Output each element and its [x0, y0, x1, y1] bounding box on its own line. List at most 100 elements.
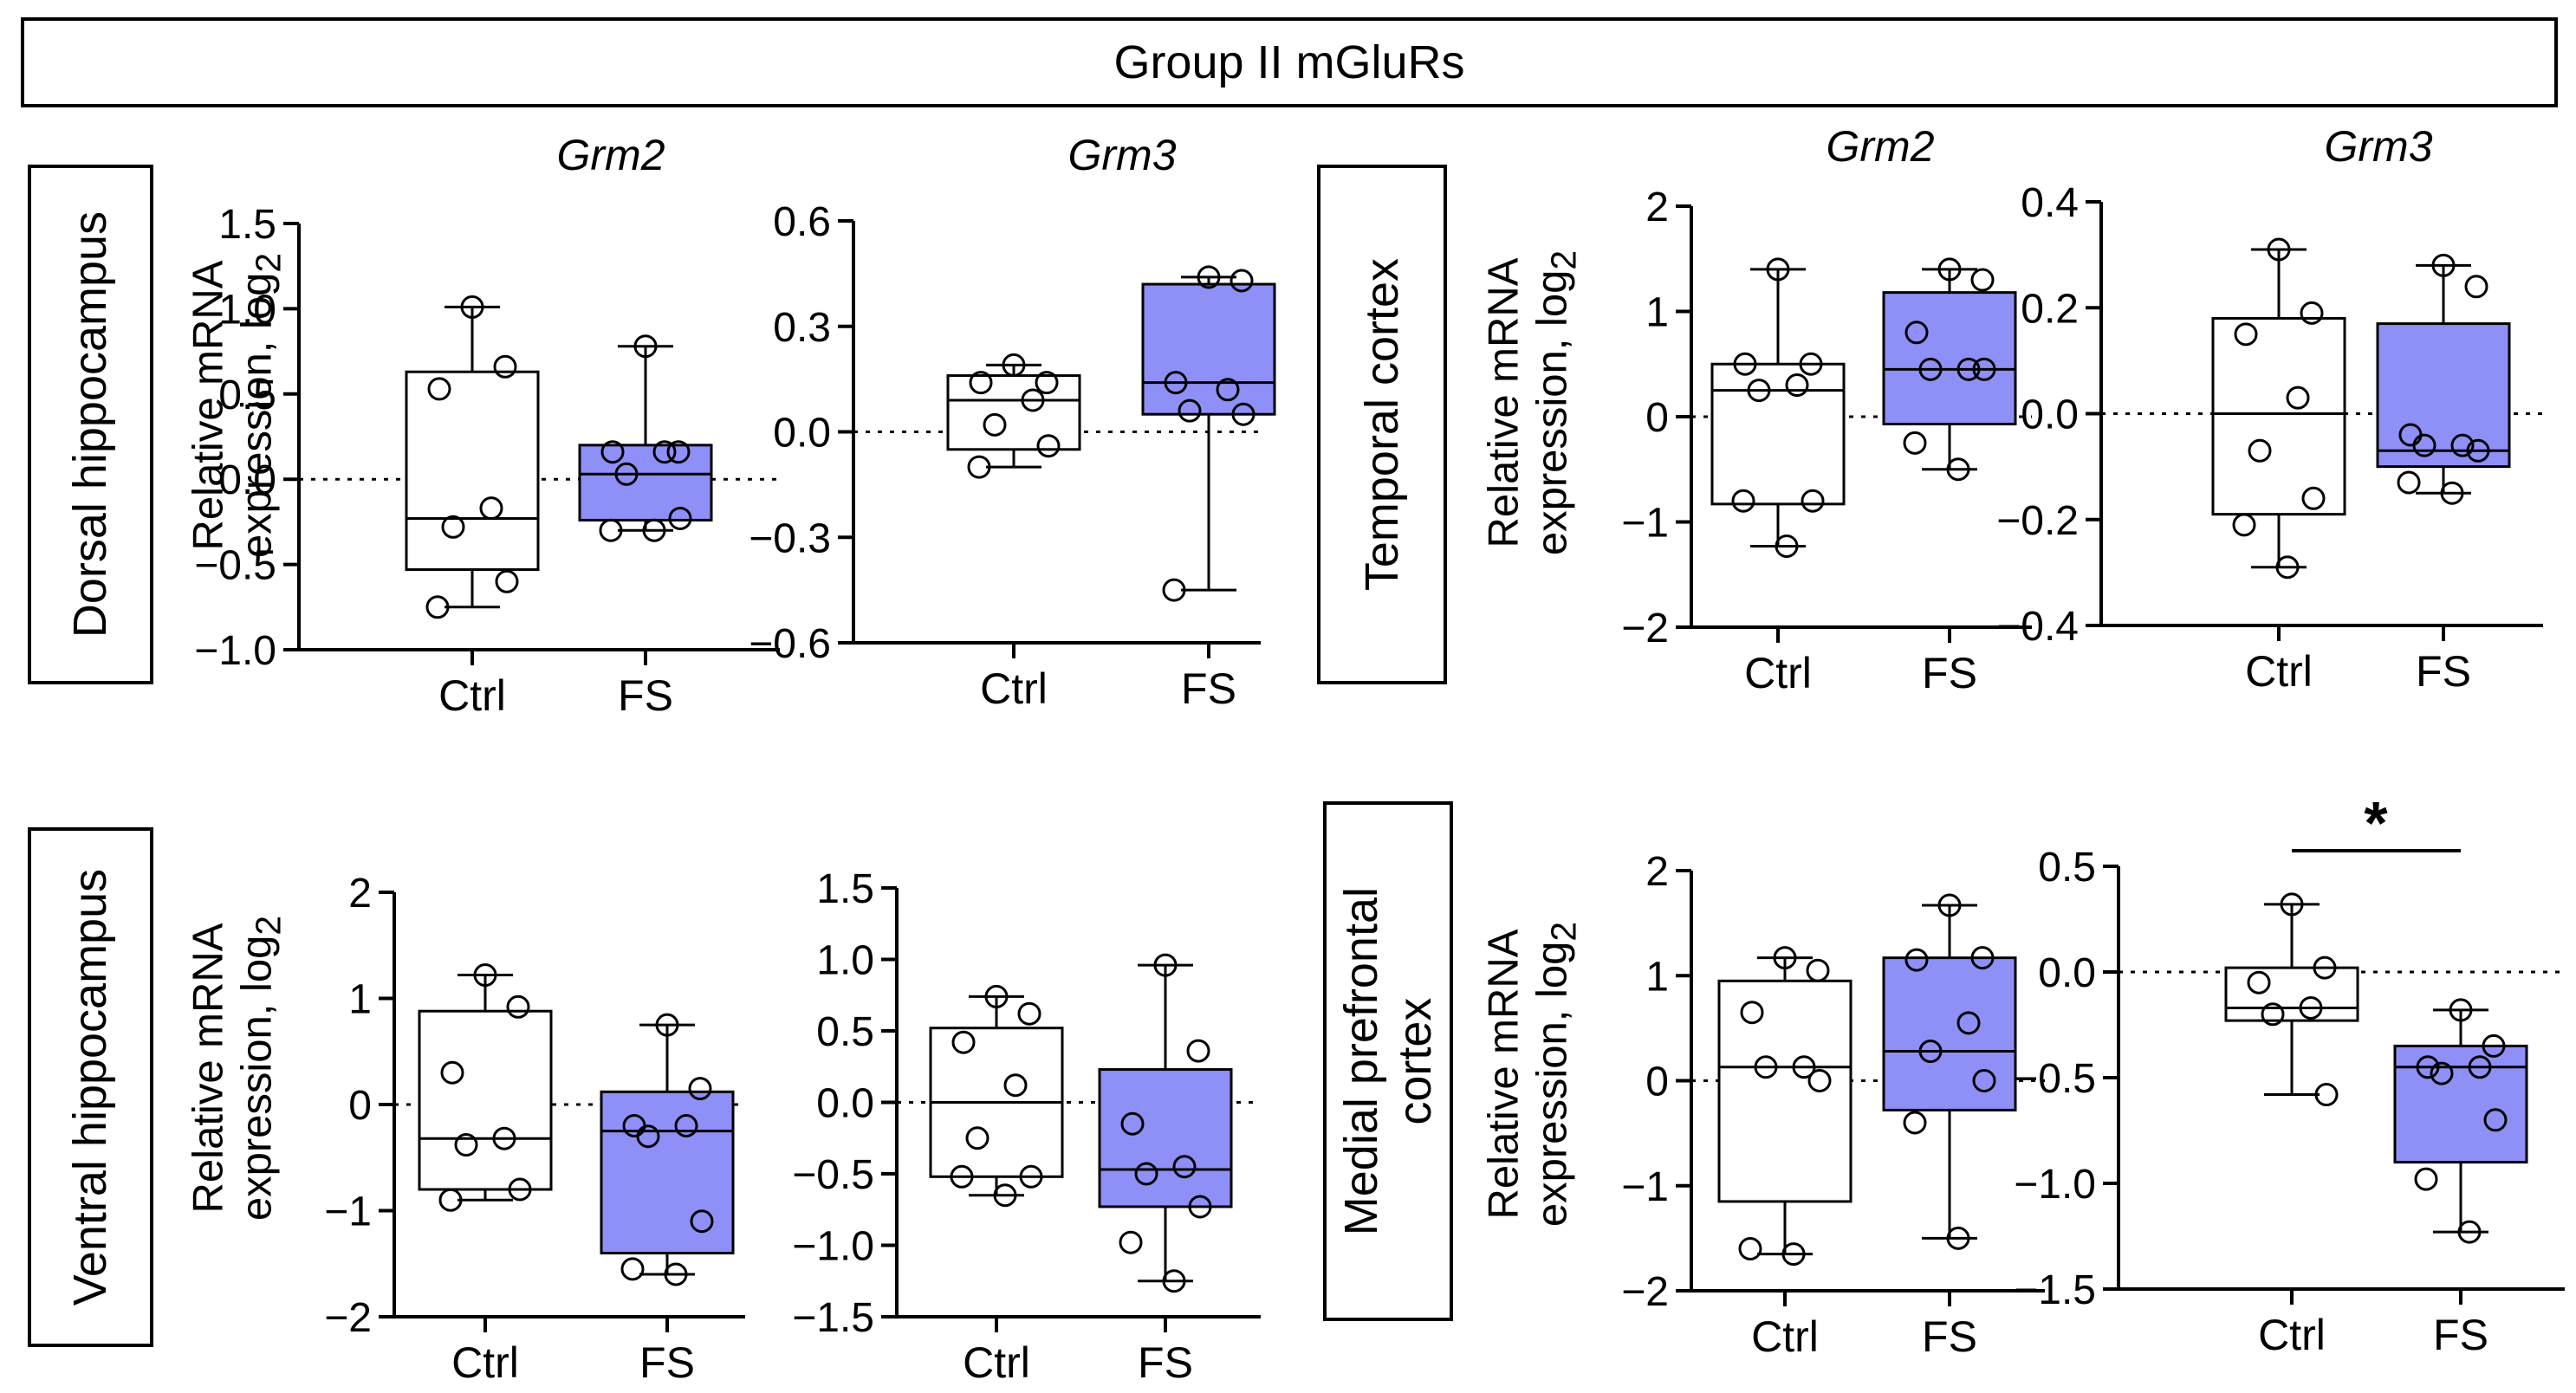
panel-4-y-tick-label: 0.2 — [2021, 286, 2079, 332]
panel-1-ctrl-point — [460, 295, 484, 319]
panel-7-ctrl-point — [1807, 1069, 1832, 1092]
panel-4-ctrl-point — [2301, 486, 2326, 510]
panel-3-y-tick-label: −2 — [1621, 606, 1669, 651]
panel-3-fs-point — [1903, 431, 1927, 455]
panel-8-fs-point — [2414, 1167, 2438, 1191]
panel-7-fs-point — [1904, 948, 1929, 972]
panel-1-y-tick-label: 1.0 — [218, 287, 276, 333]
panel-5-ctrl-point — [492, 1126, 516, 1150]
panel-7-ctrl-point — [1806, 958, 1830, 982]
panel-7-y-tick-label: −1 — [1621, 1164, 1669, 1210]
panel-5-x-tick-label: FS — [639, 1338, 695, 1387]
panel-5-x-tick-label: Ctrl — [451, 1338, 519, 1387]
panel-8-fs-point — [2449, 998, 2473, 1022]
panel-2-fs-point — [1231, 402, 1256, 426]
panel-8-fs-point — [2482, 1033, 2506, 1058]
panel-7-fs-point — [1956, 1011, 1981, 1035]
panel-2-fs-point — [1178, 398, 1202, 423]
panel-5-y-tick-label: 1 — [348, 977, 372, 1023]
panel-4-x-tick-label: FS — [2416, 647, 2471, 696]
panel-2-ctrl-point — [1036, 434, 1061, 458]
panel-4-ctrl-point — [2248, 438, 2272, 463]
panel-5-ctrl-box — [418, 1009, 553, 1191]
panel-3-ctrl-point — [1785, 373, 1809, 398]
panel-4-y-tick-label: −0.4 — [1996, 604, 2079, 650]
panel-2-fs-box — [1141, 282, 1276, 416]
panel-5-ctrl-point — [473, 963, 497, 988]
panel-1-fs-point — [666, 440, 691, 464]
panel-6-ctrl-point — [1003, 1073, 1028, 1098]
panel-7-ctrl-point — [1773, 946, 1797, 970]
panel-7-ctrl-point — [1792, 1055, 1816, 1079]
panel-4-y-tick-label: −0.2 — [1996, 498, 2079, 544]
panel-4-fs-point — [2440, 481, 2464, 505]
panel-5-fs-point — [636, 1124, 660, 1149]
panel-3-ctrl-point — [1799, 352, 1823, 376]
panel-3-y-tick-label: −1 — [1621, 501, 1669, 547]
panel-8-y-tick-label: −0.5 — [2014, 1056, 2096, 1102]
panel-2-y-tick-label: 0.3 — [773, 305, 831, 351]
panel-5-ctrl-point — [508, 1177, 532, 1202]
panel-4-fs-point — [2464, 275, 2488, 299]
panel-1-fs-point — [652, 440, 677, 464]
panel-5-y-tick-label: 0 — [348, 1083, 372, 1129]
panel-4-ctrl-point — [2234, 322, 2258, 347]
panel-6-fs-box — [1098, 1068, 1233, 1208]
panel-7-fs-point — [1970, 946, 1995, 970]
panel-5-fs-point — [664, 1262, 688, 1286]
panel-8-fs-box — [2393, 1044, 2528, 1164]
panel-4-x-tick-label: Ctrl — [2245, 647, 2313, 696]
panel-5-fs-box — [600, 1090, 735, 1255]
panel-6-fs-point — [1134, 1162, 1158, 1186]
panel-8-ctrl-box — [2224, 966, 2359, 1022]
panel-7-ctrl-box — [1717, 979, 1853, 1203]
panel-7-x-tick-label: Ctrl — [1751, 1312, 1819, 1361]
panel-7-fs-point — [1946, 1226, 1970, 1250]
panel-2-ctrl-point — [983, 412, 1007, 437]
panel-1-y-tick-label: −1.0 — [194, 628, 276, 674]
panel-6-fs-point — [1120, 1111, 1145, 1136]
panel-6-y-tick-label: −0.5 — [792, 1152, 874, 1198]
panel-4-y-tick-label: 0.4 — [2021, 180, 2079, 226]
panel-2-x-tick-label: Ctrl — [980, 664, 1048, 713]
panel-1-fs-point — [642, 518, 666, 542]
panel-8-fs-point — [2416, 1055, 2440, 1079]
panel-7-fs-point — [1918, 1040, 1943, 1064]
panel-8-y-tick-label: 0.0 — [2038, 950, 2096, 996]
panel-2-fs-point — [1162, 578, 1186, 602]
panel-5-fs-point — [688, 1077, 712, 1101]
panel-4-ctrl-point — [2275, 555, 2300, 580]
panel-3-fs-point — [1970, 268, 1995, 292]
panel-3-ctrl-point — [1766, 257, 1790, 282]
panel-1-ctrl-point — [441, 515, 465, 539]
panel-3-y-tick-label: 2 — [1645, 185, 1669, 230]
panel-3-y-tick-label: 1 — [1645, 290, 1669, 336]
panel-3-fs-point — [1956, 357, 1981, 381]
panel-8-y-tick-label: −1.0 — [2014, 1162, 2096, 1208]
panel-1-y-tick-label: 1.5 — [218, 202, 276, 248]
panel-8-ctrl-point — [2299, 995, 2323, 1020]
panel-2-fs-point — [1197, 265, 1221, 289]
panel-6-y-tick-label: 1.5 — [816, 866, 874, 912]
panel-2-ctrl-point — [969, 371, 993, 395]
panel-6-fs-point — [1172, 1155, 1197, 1179]
panel-3-fs-point — [1972, 357, 1996, 381]
panel-6-y-tick-label: 0.5 — [816, 1009, 874, 1055]
panel-8-x-tick-label: Ctrl — [2258, 1311, 2326, 1359]
panel-3-fs-point — [1946, 457, 1970, 482]
panel-1-fs-point — [599, 518, 623, 542]
panel-4-fs-point — [2450, 433, 2475, 457]
panel-8-ctrl-point — [2261, 1002, 2285, 1027]
panel-5-fs-point — [674, 1114, 698, 1137]
panel-1-y-tick-label: 0.0 — [218, 457, 276, 503]
panel-2-fs-point — [1230, 269, 1254, 293]
panel-7-y-tick-label: 2 — [1645, 849, 1669, 895]
panel-7-fs-point — [1903, 1111, 1927, 1135]
panel-8-ctrl-point — [2247, 970, 2271, 995]
panel-5-ctrl-point — [506, 995, 530, 1019]
panel-6-fs-point — [1188, 1195, 1212, 1219]
panel-6-ctrl-point — [1019, 1164, 1043, 1189]
panel-4-ctrl-point — [2286, 386, 2310, 410]
panel-7-ctrl-point — [1781, 1242, 1806, 1267]
panel-4-fs-point — [2397, 470, 2421, 495]
